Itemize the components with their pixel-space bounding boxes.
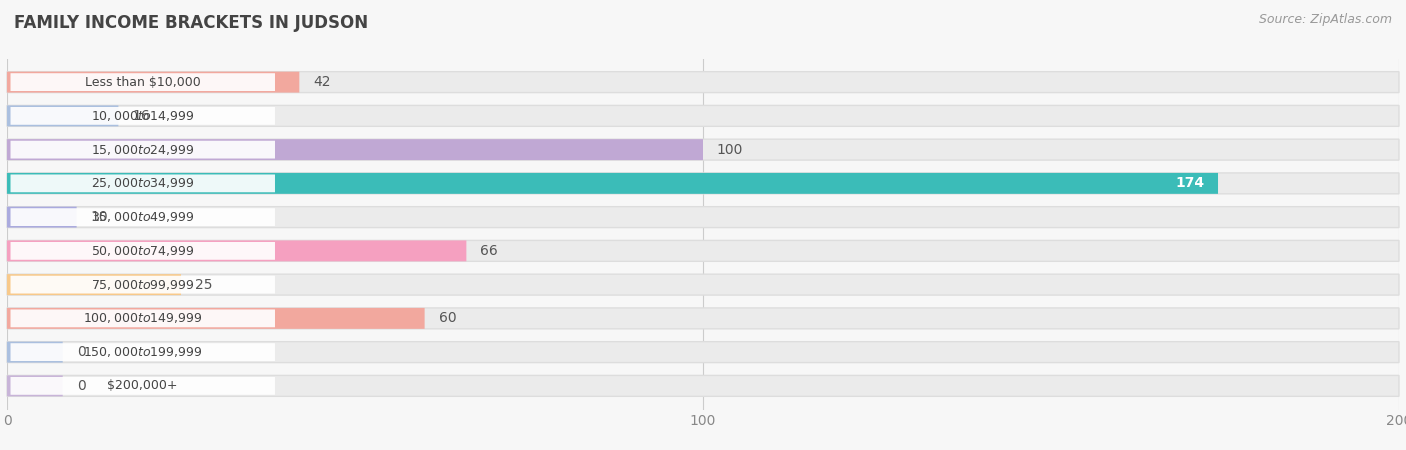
Text: 42: 42: [314, 75, 330, 89]
Text: $10,000 to $14,999: $10,000 to $14,999: [91, 109, 194, 123]
Text: $75,000 to $99,999: $75,000 to $99,999: [91, 278, 194, 292]
Text: Less than $10,000: Less than $10,000: [84, 76, 201, 89]
FancyBboxPatch shape: [10, 208, 276, 226]
Text: $25,000 to $34,999: $25,000 to $34,999: [91, 176, 194, 190]
FancyBboxPatch shape: [7, 274, 181, 295]
Text: FAMILY INCOME BRACKETS IN JUDSON: FAMILY INCOME BRACKETS IN JUDSON: [14, 14, 368, 32]
FancyBboxPatch shape: [7, 207, 77, 228]
FancyBboxPatch shape: [7, 139, 703, 160]
FancyBboxPatch shape: [7, 173, 1218, 194]
Text: 25: 25: [195, 278, 212, 292]
FancyBboxPatch shape: [7, 105, 118, 126]
Text: $150,000 to $199,999: $150,000 to $199,999: [83, 345, 202, 359]
FancyBboxPatch shape: [10, 141, 276, 158]
FancyBboxPatch shape: [7, 342, 63, 363]
FancyBboxPatch shape: [7, 207, 1399, 228]
Text: 100: 100: [717, 143, 744, 157]
FancyBboxPatch shape: [7, 105, 1399, 126]
FancyBboxPatch shape: [7, 308, 425, 329]
FancyBboxPatch shape: [7, 375, 1399, 396]
Text: 10: 10: [90, 210, 108, 224]
FancyBboxPatch shape: [7, 240, 467, 261]
Text: 0: 0: [77, 379, 86, 393]
FancyBboxPatch shape: [10, 107, 276, 125]
Text: $200,000+: $200,000+: [107, 379, 179, 392]
FancyBboxPatch shape: [10, 242, 276, 260]
FancyBboxPatch shape: [7, 139, 1399, 160]
Text: 16: 16: [132, 109, 150, 123]
Text: 60: 60: [439, 311, 456, 325]
Text: 66: 66: [481, 244, 498, 258]
Text: $15,000 to $24,999: $15,000 to $24,999: [91, 143, 194, 157]
Text: $100,000 to $149,999: $100,000 to $149,999: [83, 311, 202, 325]
FancyBboxPatch shape: [7, 72, 299, 93]
FancyBboxPatch shape: [7, 72, 1399, 93]
FancyBboxPatch shape: [7, 342, 1399, 363]
Text: $35,000 to $49,999: $35,000 to $49,999: [91, 210, 194, 224]
FancyBboxPatch shape: [7, 240, 1399, 261]
FancyBboxPatch shape: [7, 173, 1399, 194]
FancyBboxPatch shape: [7, 308, 1399, 329]
FancyBboxPatch shape: [10, 343, 276, 361]
Text: 0: 0: [77, 345, 86, 359]
Text: 174: 174: [1175, 176, 1204, 190]
Text: $50,000 to $74,999: $50,000 to $74,999: [91, 244, 194, 258]
Text: Source: ZipAtlas.com: Source: ZipAtlas.com: [1258, 14, 1392, 27]
FancyBboxPatch shape: [7, 274, 1399, 295]
FancyBboxPatch shape: [10, 73, 276, 91]
FancyBboxPatch shape: [7, 375, 63, 396]
FancyBboxPatch shape: [10, 310, 276, 327]
FancyBboxPatch shape: [10, 377, 276, 395]
FancyBboxPatch shape: [10, 276, 276, 293]
FancyBboxPatch shape: [10, 175, 276, 192]
